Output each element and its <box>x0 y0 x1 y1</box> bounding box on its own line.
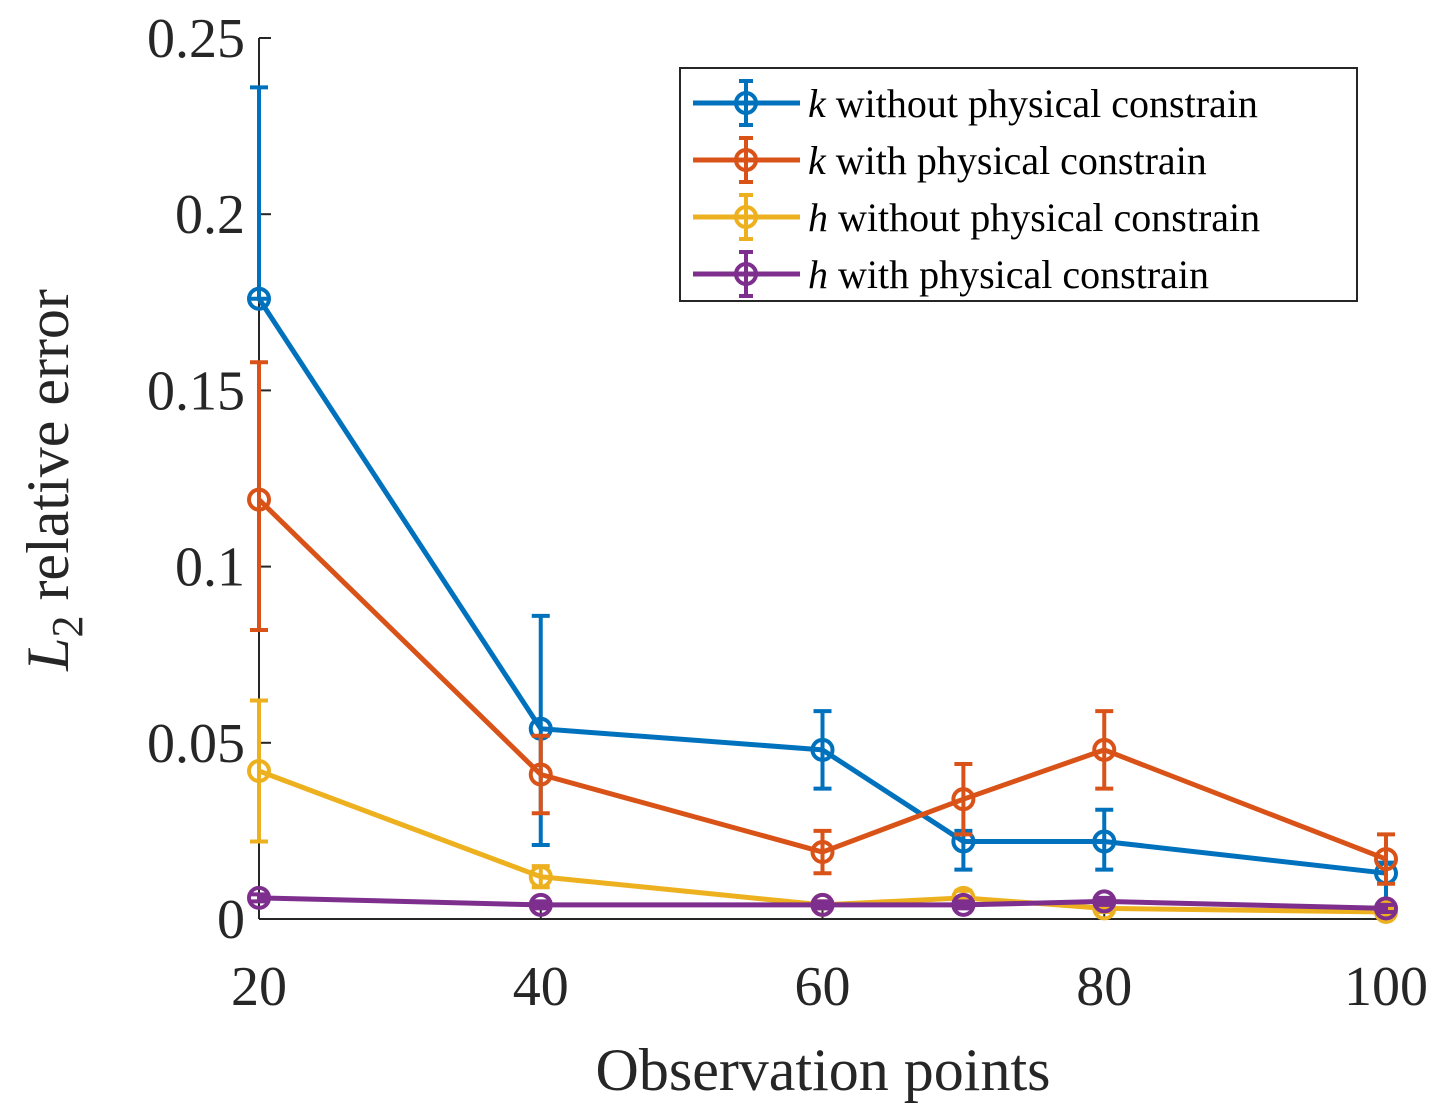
series-4 <box>247 885 1398 921</box>
legend-label-text: without physical constrain <box>826 81 1258 126</box>
y-tick-label: 0.1 <box>175 537 245 599</box>
data-point <box>1092 737 1117 762</box>
legend-label-text: without physical constrain <box>828 195 1260 240</box>
data-point <box>247 286 271 311</box>
legend-marker <box>734 205 758 229</box>
y-axis-title: L2 relative error <box>15 289 92 672</box>
data-point <box>1092 829 1117 854</box>
series-line <box>258 895 1387 911</box>
data-point <box>247 487 271 512</box>
data-point <box>247 758 271 783</box>
y-tick-label: 0 <box>217 889 245 951</box>
data-point <box>1374 847 1398 872</box>
y-axis-title-group: L2 relative error <box>15 289 92 672</box>
data-point <box>528 864 553 889</box>
series-line <box>258 768 1387 915</box>
legend-label: k with physical constrain <box>808 138 1207 183</box>
legend-label: h without physical constrain <box>808 195 1260 240</box>
legend-label-text: with physical constrain <box>826 138 1207 183</box>
x-tick-label: 100 <box>1344 956 1428 1018</box>
x-axis-title: Observation points <box>596 1037 1051 1103</box>
x-tick-label: 40 <box>513 956 569 1018</box>
axes: 0 0.05 0.1 0.15 0.2 0.25 20 40 60 80 100 <box>147 8 1428 1018</box>
x-tick-label: 60 <box>795 956 851 1018</box>
data-point <box>528 762 553 787</box>
legend-marker <box>734 91 758 115</box>
legend-marker <box>734 262 758 286</box>
data-point <box>1092 889 1117 914</box>
y-axis-title-sub: 2 <box>43 616 92 638</box>
legend-item-2: k with physical constrain <box>693 136 1207 184</box>
y-tick-label: 0.25 <box>147 8 245 70</box>
x-tick-label: 20 <box>231 956 287 1018</box>
legend-label: h with physical constrain <box>808 252 1209 297</box>
data-point <box>528 892 553 917</box>
y-tick-label: 0.05 <box>147 713 245 775</box>
legend-label-var: h <box>808 252 828 297</box>
legend-label-var: k <box>808 81 827 126</box>
data-point <box>951 892 976 917</box>
y-tick-label: 0.2 <box>175 184 245 246</box>
y-axis-title-var: L <box>15 638 81 672</box>
data-point <box>810 892 835 917</box>
x-tick-label: 80 <box>1076 956 1132 1018</box>
legend-label-var: k <box>808 138 827 183</box>
series-line <box>256 297 1387 876</box>
y-axis-title-text: relative error <box>15 289 81 615</box>
legend-label-var: h <box>808 195 828 240</box>
data-point <box>1374 896 1398 921</box>
legend-item-4: h with physical constrain <box>693 250 1209 298</box>
series-line <box>257 497 1387 862</box>
series-layer <box>247 85 1398 924</box>
legend-label: k without physical constrain <box>808 81 1258 126</box>
series-2 <box>247 360 1398 886</box>
legend-box <box>679 67 1358 302</box>
legend-item-1: k without physical constrain <box>693 79 1258 127</box>
data-point <box>247 885 271 910</box>
legend-marker <box>734 148 758 172</box>
data-point <box>951 787 976 812</box>
y-tick-label: 0.15 <box>147 360 245 422</box>
legend-label-text: with physical constrain <box>828 252 1209 297</box>
data-point <box>810 840 835 865</box>
data-point <box>810 737 835 762</box>
legend-item-3: h without physical constrain <box>693 193 1260 241</box>
